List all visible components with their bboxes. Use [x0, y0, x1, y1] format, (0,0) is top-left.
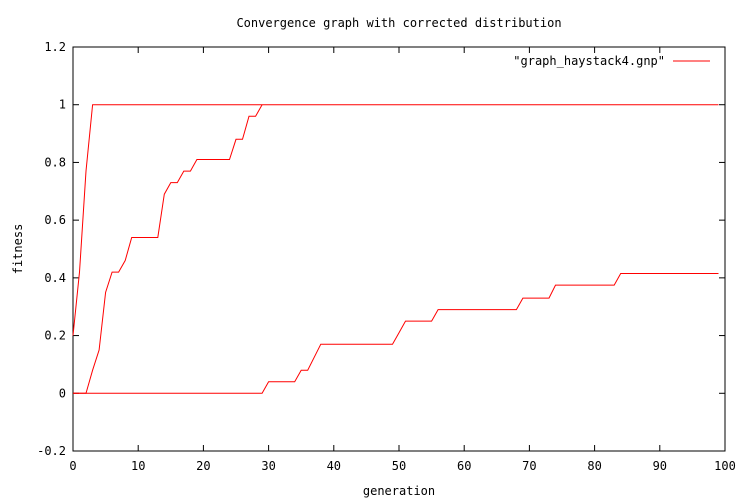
y-tick-label: 0.6	[44, 213, 66, 227]
x-tick-label: 70	[522, 459, 536, 473]
legend: "graph_haystack4.gnp"	[513, 54, 710, 68]
series-line-3	[73, 273, 719, 394]
series-layer	[72, 104, 719, 394]
y-axis-label: fitness	[11, 224, 25, 275]
x-axis: 0 10 20 30 40 50 60 70 80 90 100	[69, 47, 736, 473]
x-tick-label: 10	[131, 459, 145, 473]
series-line-2	[73, 104, 263, 394]
x-tick-label: 80	[587, 459, 601, 473]
y-tick-label: 0	[59, 386, 66, 400]
y-tick-label: 1.2	[44, 40, 66, 54]
y-tick-label: 1	[59, 98, 66, 112]
y-tick-label: 0.2	[44, 329, 66, 343]
x-tick-label: 20	[196, 459, 210, 473]
x-tick-label: 100	[714, 459, 736, 473]
y-tick-label: -0.2	[37, 444, 66, 458]
y-tick-label: 0.4	[44, 271, 66, 285]
y-axis: -0.2 0 0.2 0.4 0.6 0.8 1 1.2	[37, 40, 725, 458]
x-tick-label: 90	[653, 459, 667, 473]
x-tick-label: 30	[261, 459, 275, 473]
x-tick-label: 60	[457, 459, 471, 473]
y-tick-label: 0.8	[44, 155, 66, 169]
legend-label: "graph_haystack4.gnp"	[513, 54, 665, 68]
x-axis-label: generation	[363, 484, 435, 498]
x-tick-label: 40	[327, 459, 341, 473]
x-tick-label: 50	[392, 459, 406, 473]
plot-frame	[72, 46, 726, 452]
x-tick-label: 0	[69, 459, 76, 473]
chart-title: Convergence graph with corrected distrib…	[236, 16, 561, 30]
series-line-1	[72, 104, 719, 336]
